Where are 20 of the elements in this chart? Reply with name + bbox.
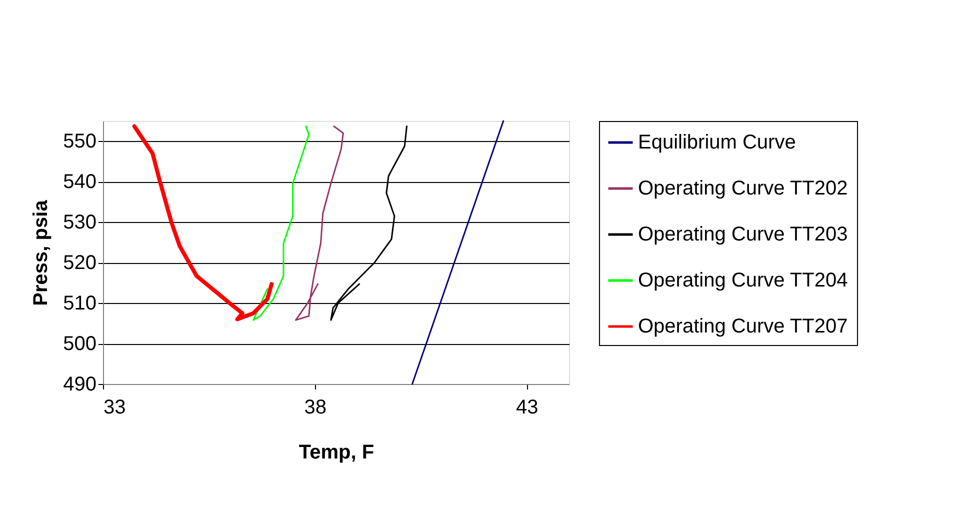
x-axis-title: Temp, F <box>298 442 374 464</box>
legend-label: Equilibrium Curve <box>638 132 796 154</box>
y-tick-label: 500 <box>63 333 96 356</box>
y-tick-label: 540 <box>63 171 96 194</box>
legend-label: Operating Curve TT202 <box>638 178 848 200</box>
y-tick-label: 520 <box>63 252 96 274</box>
line-series <box>132 124 274 322</box>
x-tick-label: 43 <box>516 396 538 418</box>
legend-label: Operating Curve TT207 <box>638 316 848 338</box>
x-tick-label: 38 <box>304 396 326 418</box>
line-series <box>252 126 310 321</box>
legend-label: Operating Curve TT204 <box>638 270 848 292</box>
y-tick-label: 490 <box>63 374 96 396</box>
y-tick-label: 550 <box>63 130 96 153</box>
y-tick-label: 530 <box>63 212 96 234</box>
y-tick-label: 510 <box>63 292 96 315</box>
line-series <box>295 126 344 321</box>
legend-label: Operating Curve TT203 <box>638 224 848 246</box>
y-axis-title: Press, psia <box>30 199 52 306</box>
x-tick-label: 33 <box>104 396 126 418</box>
